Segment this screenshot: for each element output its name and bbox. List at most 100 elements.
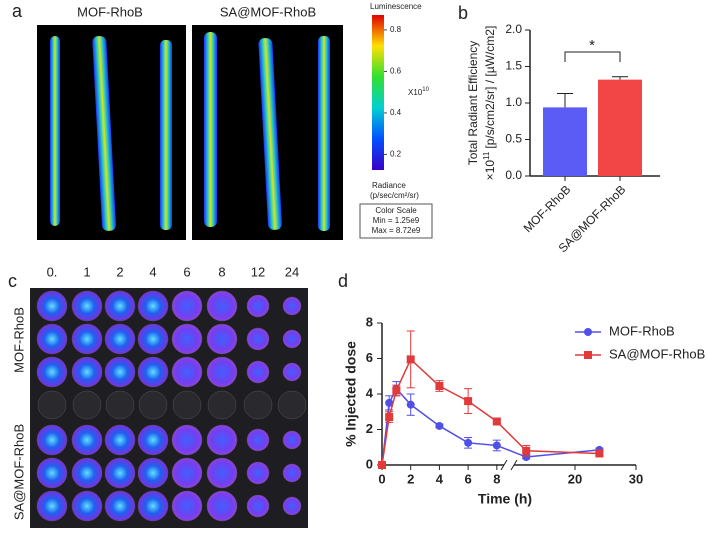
- well: [282, 430, 302, 450]
- scale-min: Min = 1.25e9: [373, 216, 420, 225]
- well: [206, 356, 238, 388]
- x-label: Time (h): [478, 491, 532, 507]
- well: [137, 290, 169, 322]
- marker: [522, 453, 531, 462]
- x-tick-label: 8: [493, 471, 500, 486]
- row-label: MOF-RhoB: [11, 307, 26, 373]
- well: [71, 490, 103, 522]
- panel-label: a: [12, 1, 23, 21]
- streak: [50, 36, 60, 226]
- well: [137, 457, 169, 489]
- marker: [378, 461, 386, 469]
- image-label: MOF-RhoB: [77, 4, 143, 19]
- x-tick-label: 6: [465, 471, 472, 486]
- annotation: *: [589, 37, 595, 54]
- well: [246, 461, 270, 485]
- well: [71, 290, 103, 322]
- well: [72, 390, 102, 420]
- panel-label: d: [338, 271, 348, 291]
- well: [104, 457, 136, 489]
- marker: [435, 382, 444, 391]
- marker: [492, 441, 501, 450]
- well: [36, 290, 68, 322]
- well: [282, 463, 302, 483]
- y-tick-label: 2.0: [505, 22, 522, 36]
- y-tick-label: 0: [366, 456, 373, 471]
- colorbar-multiplier: X1010: [408, 87, 430, 98]
- column-label: 8: [218, 264, 225, 279]
- well: [71, 323, 103, 355]
- well: [171, 323, 203, 355]
- colorbar-tick-label: 0.6: [390, 67, 402, 76]
- well: [282, 296, 302, 316]
- panel-a-images: [37, 15, 433, 240]
- well: [171, 290, 203, 322]
- well: [246, 360, 270, 384]
- well: [246, 294, 270, 318]
- marker: [435, 421, 444, 430]
- marker: [392, 386, 401, 395]
- well: [172, 390, 202, 420]
- y-label: % Injected dose: [343, 341, 359, 447]
- well: [104, 356, 136, 388]
- well: [171, 356, 203, 388]
- colorbar-tick-label: 0.2: [390, 150, 402, 159]
- x-tick-label: 0: [378, 471, 385, 486]
- well: [137, 323, 169, 355]
- well: [282, 329, 302, 349]
- marker: [385, 413, 394, 422]
- streak: [204, 32, 217, 227]
- well: [138, 390, 168, 420]
- well: [207, 390, 237, 420]
- well: [246, 327, 270, 351]
- y-tick-label: 0.5: [505, 132, 522, 146]
- marker: [492, 417, 501, 426]
- well: [206, 290, 238, 322]
- y-tick-label: 6: [366, 350, 373, 365]
- scale-max: Max = 8.72e9: [372, 226, 421, 235]
- column-label: 6: [183, 264, 190, 279]
- well: [206, 490, 238, 522]
- y-tick-label: 0.0: [505, 168, 522, 182]
- marker: [464, 397, 473, 406]
- legend-marker: [584, 351, 592, 359]
- well: [171, 457, 203, 489]
- axis-break: [510, 459, 518, 471]
- scale-units: [p/s/cm2/sr] / [µW/cm2]: [483, 26, 497, 149]
- y-tick-label: 2: [366, 421, 373, 436]
- well: [277, 390, 307, 420]
- column-label: 4: [149, 264, 156, 279]
- column-label: 2: [116, 264, 123, 279]
- series-line: [381, 387, 600, 466]
- row-label: SA@MOF-RhoB: [11, 424, 26, 520]
- bar: [598, 79, 642, 176]
- y-tick-label: 1.5: [505, 59, 522, 73]
- marker: [522, 446, 531, 455]
- panel-label: c: [8, 271, 17, 291]
- axis-break: [500, 459, 508, 471]
- well: [71, 424, 103, 456]
- well: [71, 457, 103, 489]
- streak: [318, 36, 330, 231]
- multiplier-exponent: 10: [422, 87, 429, 93]
- streak: [258, 38, 282, 230]
- colorbar-tick-label: 0.4: [390, 108, 402, 117]
- marker: [406, 400, 415, 409]
- x-tick-label: 30: [629, 471, 643, 486]
- well: [104, 490, 136, 522]
- well: [137, 490, 169, 522]
- well: [137, 424, 169, 456]
- marker: [464, 438, 473, 447]
- y-tick-label: 1.0: [505, 95, 522, 109]
- series-line: [381, 358, 600, 466]
- units-title: Radiance: [372, 181, 406, 190]
- column-label: 24: [285, 264, 299, 279]
- marker: [406, 355, 415, 364]
- well: [206, 323, 238, 355]
- image-label: SA@MOF-RhoB: [220, 4, 316, 19]
- well: [206, 457, 238, 489]
- well: [282, 496, 302, 516]
- well: [36, 323, 68, 355]
- scale-box: [359, 203, 433, 239]
